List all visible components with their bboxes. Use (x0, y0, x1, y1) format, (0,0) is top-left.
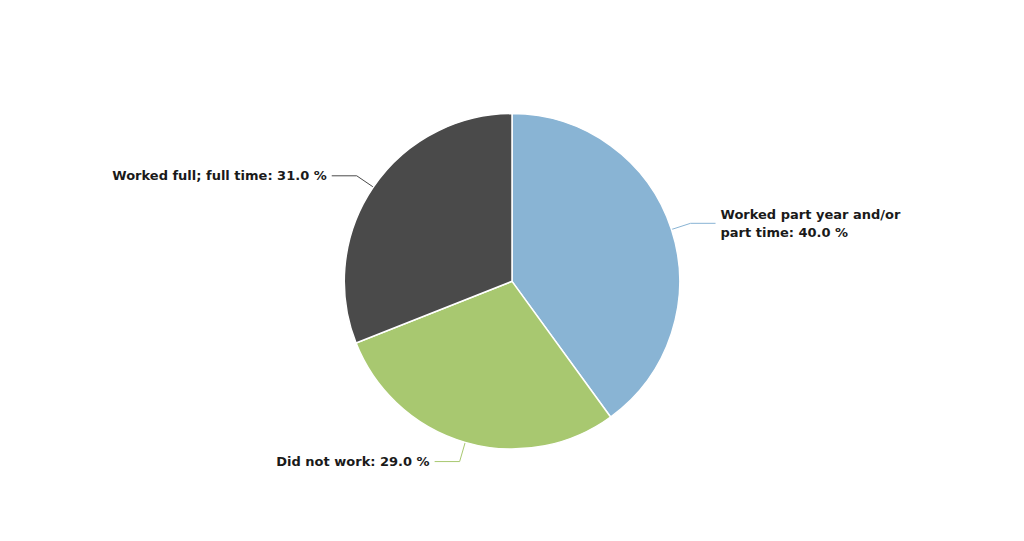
svg-text:Worked full; full time: 31.0 %: Worked full; full time: 31.0 % (112, 168, 326, 183)
svg-text:part time: 40.0 %: part time: 40.0 % (721, 225, 849, 240)
svg-text:Worked part year and/or: Worked part year and/or (721, 207, 901, 222)
svg-text:Did not work: 29.0 %: Did not work: 29.0 % (276, 454, 429, 469)
